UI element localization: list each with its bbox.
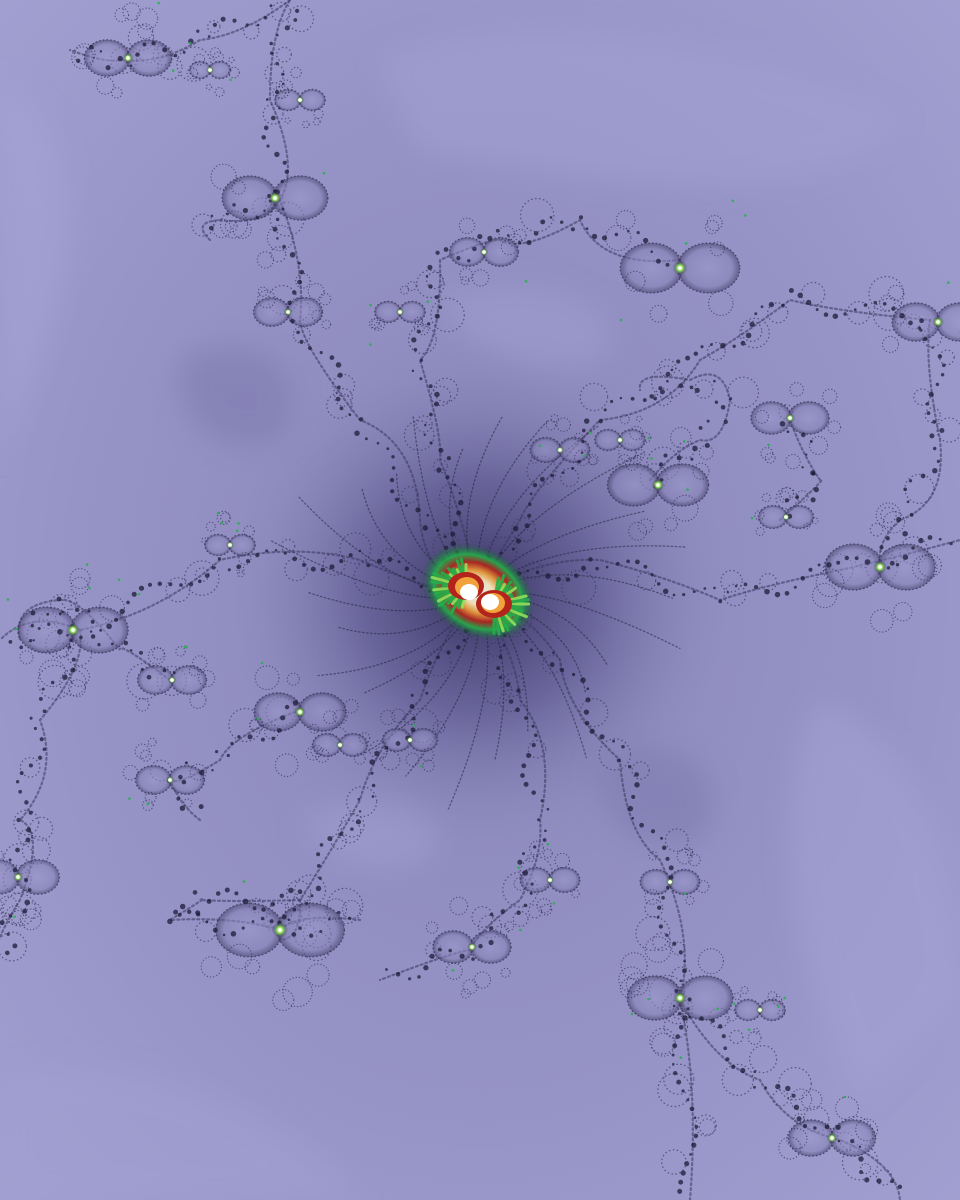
fractal-core [421,543,535,641]
fractal-nodes [6,1,950,1144]
